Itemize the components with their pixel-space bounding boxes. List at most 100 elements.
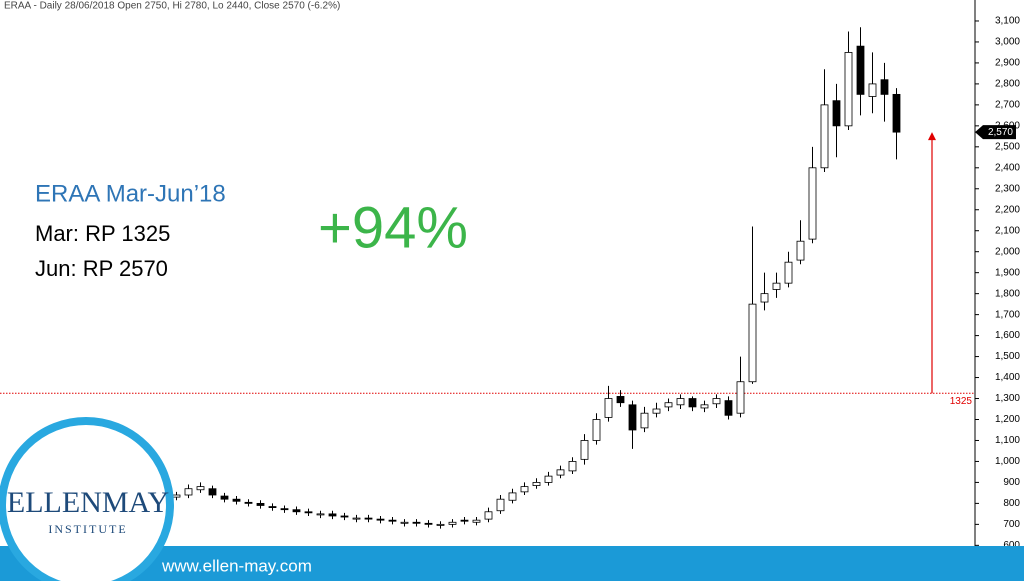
candle-body [292, 509, 301, 513]
candle-body [340, 515, 349, 518]
candle-body [556, 469, 565, 476]
candle-body [784, 261, 793, 284]
candle-body [808, 167, 817, 240]
candle-body [628, 404, 637, 431]
candle-body [316, 513, 325, 516]
candle-body [352, 517, 361, 520]
candle-body [604, 398, 613, 418]
y-tick-label: 2,500 [995, 141, 1020, 152]
y-tick-label: 1,300 [995, 393, 1020, 404]
candle-body [256, 502, 265, 506]
candle-body [736, 381, 745, 414]
candle-body [652, 408, 661, 414]
y-tick-label: 2,900 [995, 58, 1020, 69]
candle-body [796, 240, 805, 261]
candle-body [328, 513, 337, 517]
candle-body [892, 93, 901, 133]
y-tick-label: 1,400 [995, 372, 1020, 383]
candle-body [496, 498, 505, 512]
annotation: Mar: RP 1325 [35, 221, 170, 246]
logo-name: ELLENMAY [7, 486, 169, 519]
candle-body [400, 521, 409, 524]
logo-subtitle: INSTITUTE [48, 522, 127, 536]
candle-body [472, 519, 481, 523]
annotation: ERAA Mar-Jun’18 [35, 180, 226, 207]
plot: 600 700 800 900 1,000 1,100 1,200 1,300 1,400 1,5… [0, 16, 1020, 551]
candle-body [676, 398, 685, 406]
candle-body [664, 402, 673, 408]
y-tick-label: 1,900 [995, 267, 1020, 278]
candle-body [856, 45, 865, 95]
candle-body [520, 486, 529, 493]
candle-body [196, 486, 205, 491]
candle-body [688, 398, 697, 408]
candle-body [280, 508, 289, 511]
y-tick-label: 2,400 [995, 162, 1020, 173]
chart-title: ERAA - Daily 28/06/2018 Open 2750, Hi 27… [4, 1, 340, 12]
candle-body [424, 522, 433, 525]
annotation: +94% [318, 195, 468, 260]
y-tick-label: 2,000 [995, 246, 1020, 257]
y-tick-label: 2,700 [995, 100, 1020, 111]
footer-band [0, 546, 1024, 581]
gain-arrowhead [928, 132, 936, 141]
candle-body [364, 517, 373, 520]
y-tick-label: 2,300 [995, 183, 1020, 194]
candle-body [580, 440, 589, 460]
candle-body [544, 475, 553, 483]
candle-body [532, 482, 541, 486]
annotation: Jun: RP 2570 [35, 256, 168, 281]
y-tick-label: 3,100 [995, 16, 1020, 27]
candle-body [748, 303, 757, 383]
candle-body [508, 492, 517, 501]
candle-body [700, 404, 709, 409]
candle-body [592, 419, 601, 441]
candle-body [244, 501, 253, 504]
candle-body [220, 495, 229, 500]
logo-circle [0, 417, 174, 581]
reference-label: 1325 [950, 396, 973, 407]
y-tick-label: 800 [1003, 498, 1020, 509]
candle-body [724, 400, 733, 416]
candle-body [868, 83, 877, 97]
y-tick-label: 600 [1003, 540, 1020, 551]
candle-body [820, 104, 829, 169]
candle-body [640, 412, 649, 429]
candle-body [760, 293, 769, 303]
candle-body [832, 100, 841, 127]
y-tick-label: 1,100 [995, 435, 1020, 446]
candle-body [232, 498, 241, 502]
candle-body [412, 521, 421, 524]
y-tick-label: 1,600 [995, 330, 1020, 341]
candle-body [448, 521, 457, 525]
y-tick-label: 2,200 [995, 204, 1020, 215]
y-tick-label: 1,800 [995, 288, 1020, 299]
y-tick-label: 900 [1003, 477, 1020, 488]
candle-body [460, 519, 469, 522]
candle-body [268, 506, 277, 508]
y-tick-label: 1,000 [995, 456, 1020, 467]
candle-body [616, 396, 625, 404]
candle-body [568, 461, 577, 472]
y-tick-label: 2,100 [995, 225, 1020, 236]
last-price-tag [975, 125, 1016, 140]
candle-body [772, 282, 781, 290]
candle-body [712, 398, 721, 405]
candle-body [880, 79, 889, 95]
candle-body [208, 488, 217, 496]
candle-body [388, 519, 397, 522]
last-price-label: 2,570 [988, 127, 1013, 138]
candle-body [304, 511, 313, 514]
candle-body [844, 52, 853, 127]
candle-body [376, 518, 385, 521]
candle-body [172, 494, 181, 498]
candle-body [436, 523, 445, 526]
footer-url: www.ellen-may.com [161, 556, 312, 575]
y-tick-label: 2,800 [995, 79, 1020, 90]
y-tick-label: 1,700 [995, 309, 1020, 320]
y-tick-label: 1,500 [995, 351, 1020, 362]
y-tick-label: 1,200 [995, 414, 1020, 425]
candle-body [484, 511, 493, 520]
y-tick-label: 700 [1003, 519, 1020, 530]
